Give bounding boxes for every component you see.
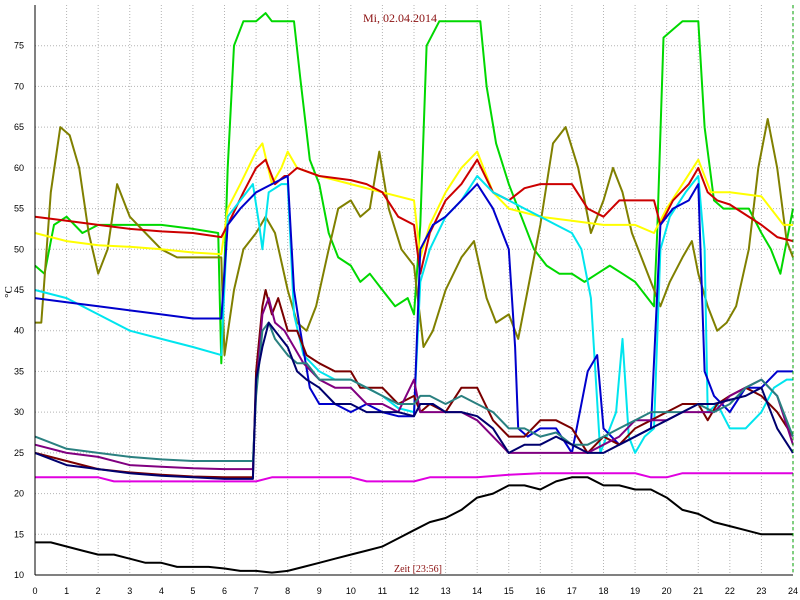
x-tick-label: 2 [96,586,101,596]
x-tick-label: 6 [222,586,227,596]
series-line-12 [35,476,793,574]
x-tick-label: 8 [285,586,290,596]
x-tick-label: 4 [159,586,164,596]
x-tick-label: 0 [32,586,37,596]
x-tick-label: 18 [598,586,608,596]
x-tick-label: 7 [254,586,259,596]
y-tick-label: 25 [14,448,24,458]
x-tick-label: 19 [630,586,640,596]
series-line-4 [34,158,794,275]
y-tick-label: 45 [14,285,24,295]
chart-title: Mi, 02.04.2014 [363,11,437,25]
x-tick-label: 15 [504,586,514,596]
x-tick-label: 10 [346,586,356,596]
y-tick-label: 55 [14,204,24,214]
series-line-6 [34,175,793,454]
x-tick-label: 3 [127,586,132,596]
x-tick-label: 23 [756,586,766,596]
y-tick-label: 35 [14,366,24,376]
y-tick-label: 60 [14,163,24,173]
x-tick-label: 24 [788,586,798,596]
series-line-1 [34,12,794,365]
chart-series-group [34,12,794,574]
y-tick-label: 75 [14,41,24,51]
y-tick-label: 70 [14,81,24,91]
x-tick-label: 21 [693,586,703,596]
series-line-5 [34,175,793,454]
chart-axes: 0 1 2 3 4 5 6 7 8 9 10 11 12 13 14 15 16 17 18 19 20 21 22 23 24… [14,5,798,596]
y-axis-label: °C [3,286,15,298]
x-tick-label: 20 [662,586,672,596]
y-tick-label: 40 [14,326,24,336]
y-tick-label: 15 [14,529,24,539]
series-line-10 [34,321,794,480]
series-line-11 [35,472,793,483]
x-tick-label: 17 [567,586,577,596]
x-tick-label: 12 [409,586,419,596]
y-tick-label: 50 [14,244,24,254]
y-tick-label: 65 [14,122,24,132]
x-axis-label: Zeit [23:56] [394,564,442,575]
x-tick-label: 14 [472,586,482,596]
series-line-2 [35,118,794,357]
y-tick-label: 30 [14,407,24,417]
x-tick-label: 13 [441,586,451,596]
x-tick-label: 11 [378,586,387,596]
series-line-7 [34,289,794,479]
y-tick-label: 20 [14,489,24,499]
x-tick-label: 16 [535,586,545,596]
y-tick-label: 10 [14,570,24,580]
x-tick-label: 22 [725,586,735,596]
x-tick-label: 9 [317,586,322,596]
chart-grid [34,5,794,576]
x-tick-label: 5 [190,586,195,596]
x-tick-label: 1 [64,586,69,596]
